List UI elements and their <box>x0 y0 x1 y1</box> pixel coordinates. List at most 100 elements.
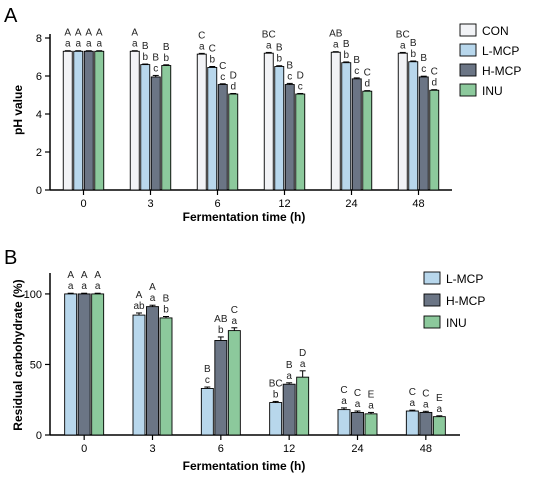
significance-letter-lower: a <box>199 41 205 52</box>
panel-b-x-axis-title: Fermentation time (h) <box>183 459 306 473</box>
significance-letter-lower: a <box>86 39 92 50</box>
significance-letter-upper: AB <box>214 314 228 325</box>
significance-letter-lower: a <box>65 39 71 50</box>
bar <box>351 411 364 436</box>
legend-label: H-MCP <box>446 294 485 308</box>
significance-letter-lower: b <box>218 325 224 336</box>
legend-swatch <box>459 83 477 97</box>
y-tick-label: 2 <box>36 147 42 159</box>
significance-letter-lower: c <box>205 375 210 386</box>
legend-label: INU <box>482 84 503 98</box>
significance-letter-upper: C <box>209 44 216 55</box>
bar <box>282 383 296 436</box>
significance-letter-upper: C <box>409 387 416 398</box>
significance-letter-lower: d <box>364 79 370 90</box>
significance-letter-lower: b <box>276 54 282 65</box>
panel-a-letter: A <box>4 5 18 27</box>
significance-letter-upper: D <box>299 348 306 359</box>
bar <box>351 78 362 191</box>
panel-a-chart: A pH value Fermentation time (h) 024680a… <box>4 5 521 224</box>
bar <box>274 66 285 191</box>
bar <box>263 52 274 191</box>
x-tick-label: 12 <box>283 443 295 455</box>
significance-letter-lower: a <box>333 40 339 51</box>
legend-label: CON <box>482 24 509 38</box>
significance-letter-upper: B <box>410 38 417 49</box>
bar <box>132 314 146 436</box>
significance-letter-upper: A <box>64 28 71 39</box>
significance-letter-lower: a <box>96 39 102 50</box>
significance-letter-lower: a <box>132 39 138 50</box>
y-tick-label: 6 <box>36 71 42 83</box>
bar <box>62 50 73 191</box>
bar <box>432 416 446 436</box>
significance-letter-lower: a <box>232 316 238 327</box>
bar <box>362 90 373 191</box>
significance-letter-lower: a <box>410 398 416 409</box>
significance-letter-upper: C <box>219 61 226 72</box>
significance-letter-lower: c <box>354 66 359 77</box>
significance-letter-upper: E <box>436 393 443 404</box>
significance-letter-upper: A <box>149 282 156 293</box>
significance-letter-lower: b <box>273 389 279 400</box>
significance-letter-lower: a <box>81 281 87 292</box>
bar <box>419 411 433 436</box>
panel-a-y-axis-title: pH value <box>11 85 25 135</box>
significance-letter-upper: BC <box>396 29 410 40</box>
significance-letter-lower: c <box>287 71 292 82</box>
bar <box>405 410 419 436</box>
legend-swatch <box>459 63 477 77</box>
bar <box>214 340 228 436</box>
significance-letter-lower: ab <box>133 301 145 312</box>
significance-letter-upper: A <box>131 28 138 39</box>
significance-letter-upper: B <box>152 52 159 63</box>
significance-letter-upper: D <box>297 70 304 81</box>
bar <box>77 293 91 436</box>
significance-letter-lower: a <box>150 293 156 304</box>
significance-letter-lower: a <box>437 404 443 415</box>
significance-letter-upper: BC <box>269 378 283 389</box>
significance-letter-lower: a <box>300 359 306 370</box>
significance-letter-upper: C <box>431 67 438 78</box>
bar <box>207 66 218 191</box>
bar <box>83 50 94 191</box>
significance-letter-upper: A <box>81 270 88 281</box>
x-tick-label: 48 <box>420 443 432 455</box>
bar <box>200 387 214 436</box>
significance-letter-lower: a <box>423 399 429 410</box>
significance-letter-upper: C <box>340 385 347 396</box>
bar <box>429 89 440 191</box>
bar <box>227 330 241 436</box>
significance-letter-lower: a <box>75 39 81 50</box>
x-tick-label: 24 <box>345 198 357 210</box>
significance-letter-upper: A <box>96 28 103 39</box>
y-tick-label: 100 <box>24 289 42 301</box>
panel-b-y-axis-title: Residual carbohydrate (%) <box>11 279 25 430</box>
significance-letter-upper: D <box>230 70 237 81</box>
significance-letter-upper: AB <box>329 29 343 40</box>
y-tick-label: 0 <box>36 185 42 197</box>
legend-label: L-MCP <box>446 272 483 286</box>
significance-letter-upper: C <box>422 388 429 399</box>
significance-letter-upper: B <box>353 55 360 66</box>
significance-letter-upper: C <box>198 30 205 41</box>
bar <box>364 413 378 436</box>
legend-swatch <box>423 315 441 329</box>
x-tick-label: 0 <box>81 443 87 455</box>
significance-letter-lower: a <box>400 40 406 51</box>
x-tick-label: 6 <box>218 443 224 455</box>
significance-letter-upper: B <box>343 39 350 50</box>
bar <box>418 76 429 191</box>
x-tick-label: 0 <box>80 198 86 210</box>
significance-letter-upper: A <box>75 28 82 39</box>
significance-letter-lower: b <box>209 55 215 66</box>
significance-letter-upper: C <box>354 388 361 399</box>
significance-letter-lower: c <box>298 81 303 92</box>
bar <box>64 293 78 436</box>
x-tick-label: 6 <box>214 198 220 210</box>
significance-letter-upper: E <box>368 389 375 400</box>
bar <box>150 76 161 191</box>
y-tick-label: 50 <box>30 359 42 371</box>
significance-letter-lower: b <box>343 50 349 61</box>
significance-letter-lower: b <box>163 53 169 64</box>
